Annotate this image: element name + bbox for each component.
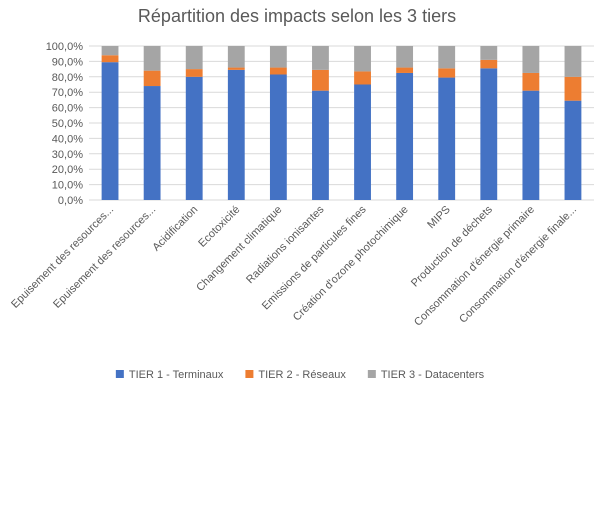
bar-segment-tier1 bbox=[312, 90, 329, 200]
bar-segment-tier3 bbox=[522, 46, 540, 73]
y-tick-label: 100,0% bbox=[46, 41, 84, 53]
legend-label: TIER 3 - Datacenters bbox=[381, 369, 485, 381]
bar-segment-tier3 bbox=[143, 46, 161, 71]
y-tick-label: 40,0% bbox=[52, 133, 83, 145]
y-tick-label: 20,0% bbox=[52, 164, 83, 176]
x-category-label: Changement climatique bbox=[194, 204, 284, 294]
x-category-label: Production de déchets bbox=[409, 203, 495, 289]
y-tick-label: 80,0% bbox=[52, 72, 83, 84]
legend-swatch bbox=[245, 370, 254, 378]
bar-segment-tier2 bbox=[185, 69, 203, 77]
y-tick-label: 90,0% bbox=[52, 56, 83, 68]
bar-segment-tier2 bbox=[438, 68, 456, 78]
bar-segment-tier2 bbox=[143, 70, 161, 87]
bar-segment-tier2 bbox=[227, 67, 245, 70]
bar-segment-tier3 bbox=[354, 46, 371, 72]
bar-segment-tier2 bbox=[564, 76, 582, 101]
legend-swatch bbox=[367, 370, 376, 378]
bar-segment-tier2 bbox=[312, 69, 329, 91]
bar-segment-tier1 bbox=[185, 76, 203, 200]
legend-label: TIER 1 - Terminaux bbox=[129, 369, 224, 381]
bar-segment-tier2 bbox=[269, 67, 287, 75]
legend-label: TIER 2 - Réseaux bbox=[258, 369, 346, 381]
bar-segment-tier1 bbox=[522, 90, 540, 200]
x-category-label: MIPS bbox=[425, 204, 453, 232]
bars bbox=[101, 46, 582, 201]
legend-swatch bbox=[115, 370, 124, 378]
bar-segment-tier2 bbox=[522, 72, 540, 91]
x-axis-category-labels: Epuisement des resources...Epuisement de… bbox=[9, 203, 579, 328]
y-tick-label: 10,0% bbox=[52, 180, 83, 192]
x-category-label: Acidification bbox=[150, 204, 200, 254]
y-tick-label: 50,0% bbox=[52, 118, 83, 130]
bar-segment-tier2 bbox=[354, 71, 371, 85]
x-category-label: Radiations ionisantes bbox=[244, 203, 327, 286]
bar-segment-tier3 bbox=[564, 46, 582, 77]
bar-segment-tier3 bbox=[185, 46, 203, 70]
bar-segment-tier3 bbox=[101, 46, 119, 56]
y-tick-label: 70,0% bbox=[52, 87, 83, 99]
bar-segment-tier3 bbox=[312, 46, 329, 70]
bar-segment-tier1 bbox=[564, 100, 582, 200]
bar-segment-tier1 bbox=[438, 77, 456, 200]
bar-segment-tier3 bbox=[227, 46, 245, 68]
legend-item-tier2: TIER 2 - Réseaux bbox=[245, 369, 346, 381]
bar-segment-tier1 bbox=[269, 74, 287, 200]
bar-segment-tier1 bbox=[396, 72, 414, 200]
legend-item-tier3: TIER 3 - Datacenters bbox=[367, 369, 485, 381]
y-tick-label: 60,0% bbox=[52, 103, 83, 115]
y-axis-tick-labels: 0,0% 10,0% 20,0% 30,0% 40,0% 50,0% 60,0% 70,0% 8… bbox=[46, 41, 84, 207]
y-tick-label: 30,0% bbox=[52, 149, 83, 161]
bar-segment-tier1 bbox=[480, 68, 498, 200]
legend-item-tier1: TIER 1 - Terminaux bbox=[115, 369, 224, 381]
legend: TIER 1 - Terminaux TIER 2 - Réseaux TIER 3… bbox=[115, 369, 485, 381]
bar-segment-tier1 bbox=[101, 62, 119, 200]
bar-segment-tier1 bbox=[143, 86, 161, 200]
bar-segment-tier1 bbox=[227, 69, 245, 201]
bar-segment-tier3 bbox=[269, 46, 287, 68]
bar-segment-tier2 bbox=[101, 55, 119, 63]
bar-segment-tier2 bbox=[396, 67, 414, 73]
bar-segment-tier2 bbox=[480, 59, 498, 69]
bar-segment-tier3 bbox=[480, 46, 498, 60]
gridlines bbox=[89, 45, 594, 201]
y-tick-label: 0,0% bbox=[58, 195, 83, 207]
chart-title: Répartition des impacts selon les 3 tier… bbox=[138, 6, 456, 26]
bar-segment-tier3 bbox=[438, 46, 456, 69]
bar-segment-tier3 bbox=[396, 46, 414, 68]
bar-segment-tier1 bbox=[354, 84, 371, 200]
